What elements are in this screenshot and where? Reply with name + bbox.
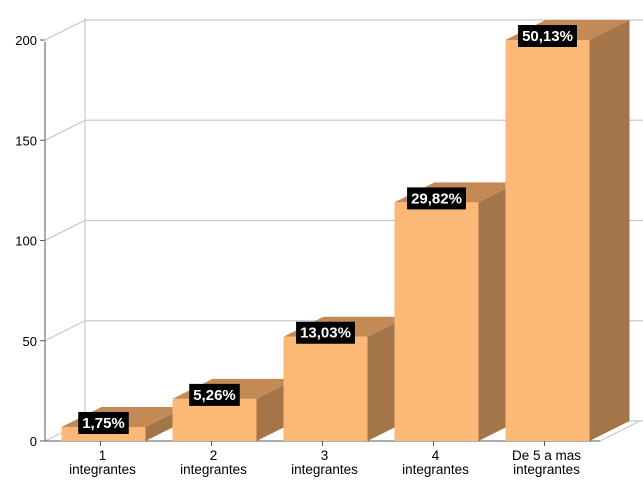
bar <box>394 202 479 441</box>
x-tick-label: integrantes <box>402 462 469 477</box>
x-tick-label: integrantes <box>513 462 580 477</box>
gridline-depth <box>44 119 86 141</box>
data-label-box <box>518 25 577 47</box>
y-tick-label: 100 <box>15 234 37 249</box>
data-label: 5,26% <box>189 383 240 406</box>
x-tick-label: integrantes <box>180 462 247 477</box>
data-label: 13,03% <box>296 321 355 344</box>
data-label: 50,13% <box>518 25 577 47</box>
data-label-box <box>296 321 355 344</box>
x-tick-label: De 5 a mas <box>512 448 581 463</box>
data-label-text: 13,03% <box>300 325 351 342</box>
data-label-box <box>78 411 129 434</box>
data-label-text: 29,82% <box>411 190 462 207</box>
labels: 1integrantes1,75%2integrantes5,26%3integ… <box>69 25 581 477</box>
bar <box>172 398 257 441</box>
floor-edge <box>599 420 641 442</box>
x-tick-label: integrantes <box>291 462 358 477</box>
data-label: 1,75% <box>78 411 129 434</box>
x-tick-label: 1 <box>99 448 107 463</box>
gridline-depth <box>44 320 86 342</box>
y-tick-label: 0 <box>30 434 37 449</box>
data-label-text: 1,75% <box>82 415 125 432</box>
x-tick-label: 2 <box>210 448 218 463</box>
data-label-box <box>407 187 466 210</box>
bar <box>283 336 368 441</box>
bar-group <box>283 316 408 441</box>
y-tick-label: 200 <box>15 33 37 48</box>
bar-group <box>394 182 519 441</box>
gridline-depth <box>44 19 86 41</box>
x-tick-label: integrantes <box>69 462 136 477</box>
y-tick-label: 150 <box>15 133 37 148</box>
bar-group <box>505 20 630 441</box>
y-tick-label: 50 <box>23 334 37 349</box>
x-tick-label: 4 <box>432 448 440 463</box>
data-label-text: 50,13% <box>522 28 573 45</box>
bar-side <box>589 20 630 441</box>
x-tick-label: 3 <box>321 448 329 463</box>
gridline-depth <box>44 219 86 242</box>
bar <box>505 40 590 441</box>
data-label-box <box>189 383 240 406</box>
data-label-text: 5,26% <box>193 387 236 404</box>
bars <box>61 20 630 441</box>
data-label: 29,82% <box>407 187 466 210</box>
